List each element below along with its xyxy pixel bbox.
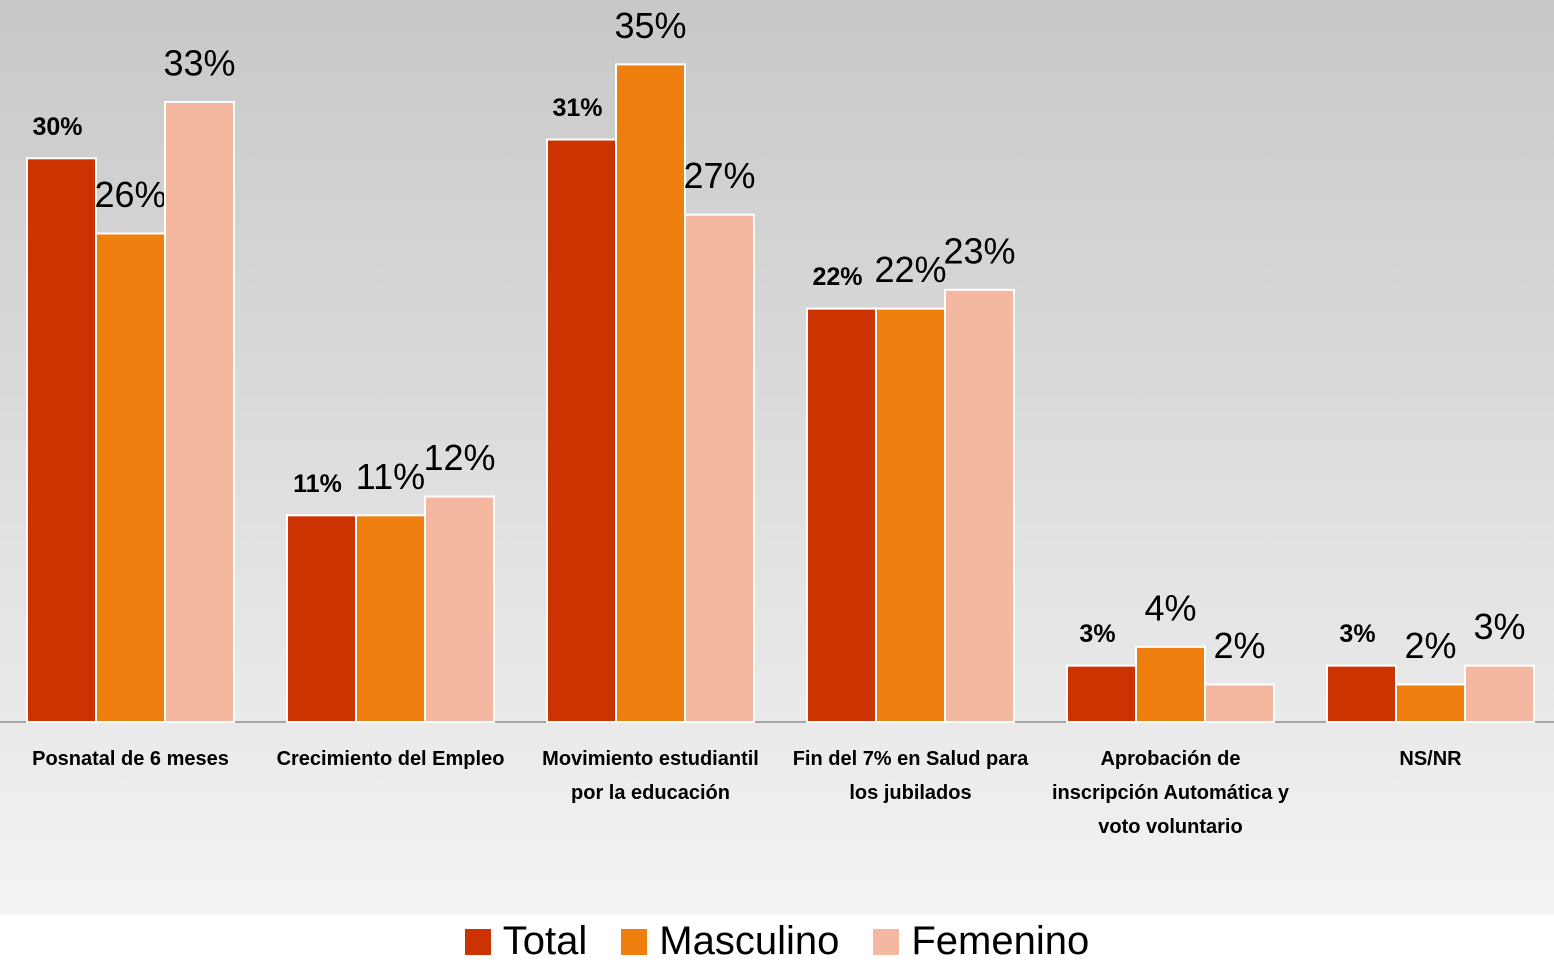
x-tick-label: Posnatal de 6 meses (32, 748, 229, 770)
bar (1464, 664, 1535, 724)
data-label: 2% (1213, 625, 1265, 666)
bar (286, 514, 357, 723)
legend: Total Masculino Femenino (0, 918, 1554, 965)
bar (546, 138, 617, 724)
data-label: 3% (1339, 620, 1375, 648)
bar (95, 232, 166, 723)
legend-item: Total (464, 919, 588, 964)
legend-swatch (464, 928, 491, 955)
data-label: 3% (1079, 620, 1115, 648)
plot-background (0, 0, 1554, 915)
legend-label: Total (502, 919, 588, 963)
x-tick-label: Aprobación de inscripción Automática y v… (1051, 748, 1290, 838)
data-label: 33% (163, 42, 235, 83)
data-label: 2% (1404, 625, 1456, 666)
data-label: 11% (356, 456, 425, 497)
bar (684, 213, 755, 723)
bar (1135, 645, 1206, 723)
bar (1066, 664, 1137, 724)
data-label: 30% (32, 113, 82, 141)
chart: 30% 11% 31% 22% 3% 3% 26% 11% 35% 22% 4% 2% 33% 12% 27… (0, 0, 1554, 915)
bar (1395, 683, 1466, 724)
data-label: 3% (1473, 606, 1525, 647)
legend-swatch (873, 928, 900, 955)
x-tick-label: NS/NR (1399, 748, 1462, 770)
bar (615, 63, 686, 724)
data-label: 35% (614, 5, 686, 46)
bar (875, 307, 946, 723)
legend-label: Masculino (659, 919, 840, 963)
data-label: 27% (683, 155, 755, 196)
data-label: 22% (874, 249, 946, 290)
legend-item: Masculino (621, 919, 839, 964)
bar (26, 157, 97, 723)
legend-label: Femenino (911, 919, 1090, 963)
data-label: 26% (94, 174, 166, 215)
data-label: 4% (1144, 587, 1196, 628)
bar (355, 514, 426, 723)
bar (424, 495, 495, 723)
x-tick-label: Fin del 7% en Salud para los jubilados (792, 748, 1029, 804)
bar (944, 288, 1015, 723)
bar (806, 307, 877, 723)
legend-item: Femenino (873, 919, 1089, 964)
bar (1204, 683, 1275, 724)
data-label: 11% (293, 470, 342, 498)
data-label: 23% (943, 230, 1015, 271)
x-tick-label: Crecimiento del Empleo (276, 748, 505, 770)
bar (164, 100, 235, 723)
x-tick-label: Movimiento estudiantil por la educación (542, 748, 759, 804)
data-label: 12% (423, 437, 495, 478)
data-label: 22% (812, 263, 862, 291)
data-label: 31% (552, 94, 602, 122)
legend-swatch (621, 928, 648, 955)
bar (1326, 664, 1397, 724)
